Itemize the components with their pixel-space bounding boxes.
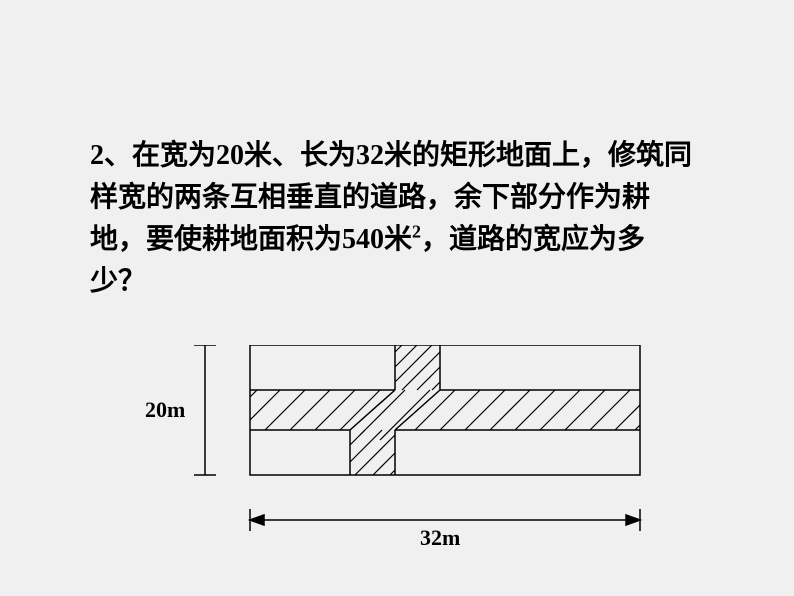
diagram-svg xyxy=(180,345,680,555)
outer-rect xyxy=(250,345,640,475)
problem-text: 2、在宽为20米、长为32米的矩形地面上，修筑同样宽的两条互相垂直的道路，余下部… xyxy=(90,135,700,303)
diagram: 20m 32m xyxy=(180,345,680,560)
dim-vertical xyxy=(194,345,216,475)
hatching xyxy=(250,345,640,475)
height-label: 20m xyxy=(145,397,185,423)
problem-number: 2 xyxy=(90,140,104,171)
width-label: 32m xyxy=(420,525,460,551)
